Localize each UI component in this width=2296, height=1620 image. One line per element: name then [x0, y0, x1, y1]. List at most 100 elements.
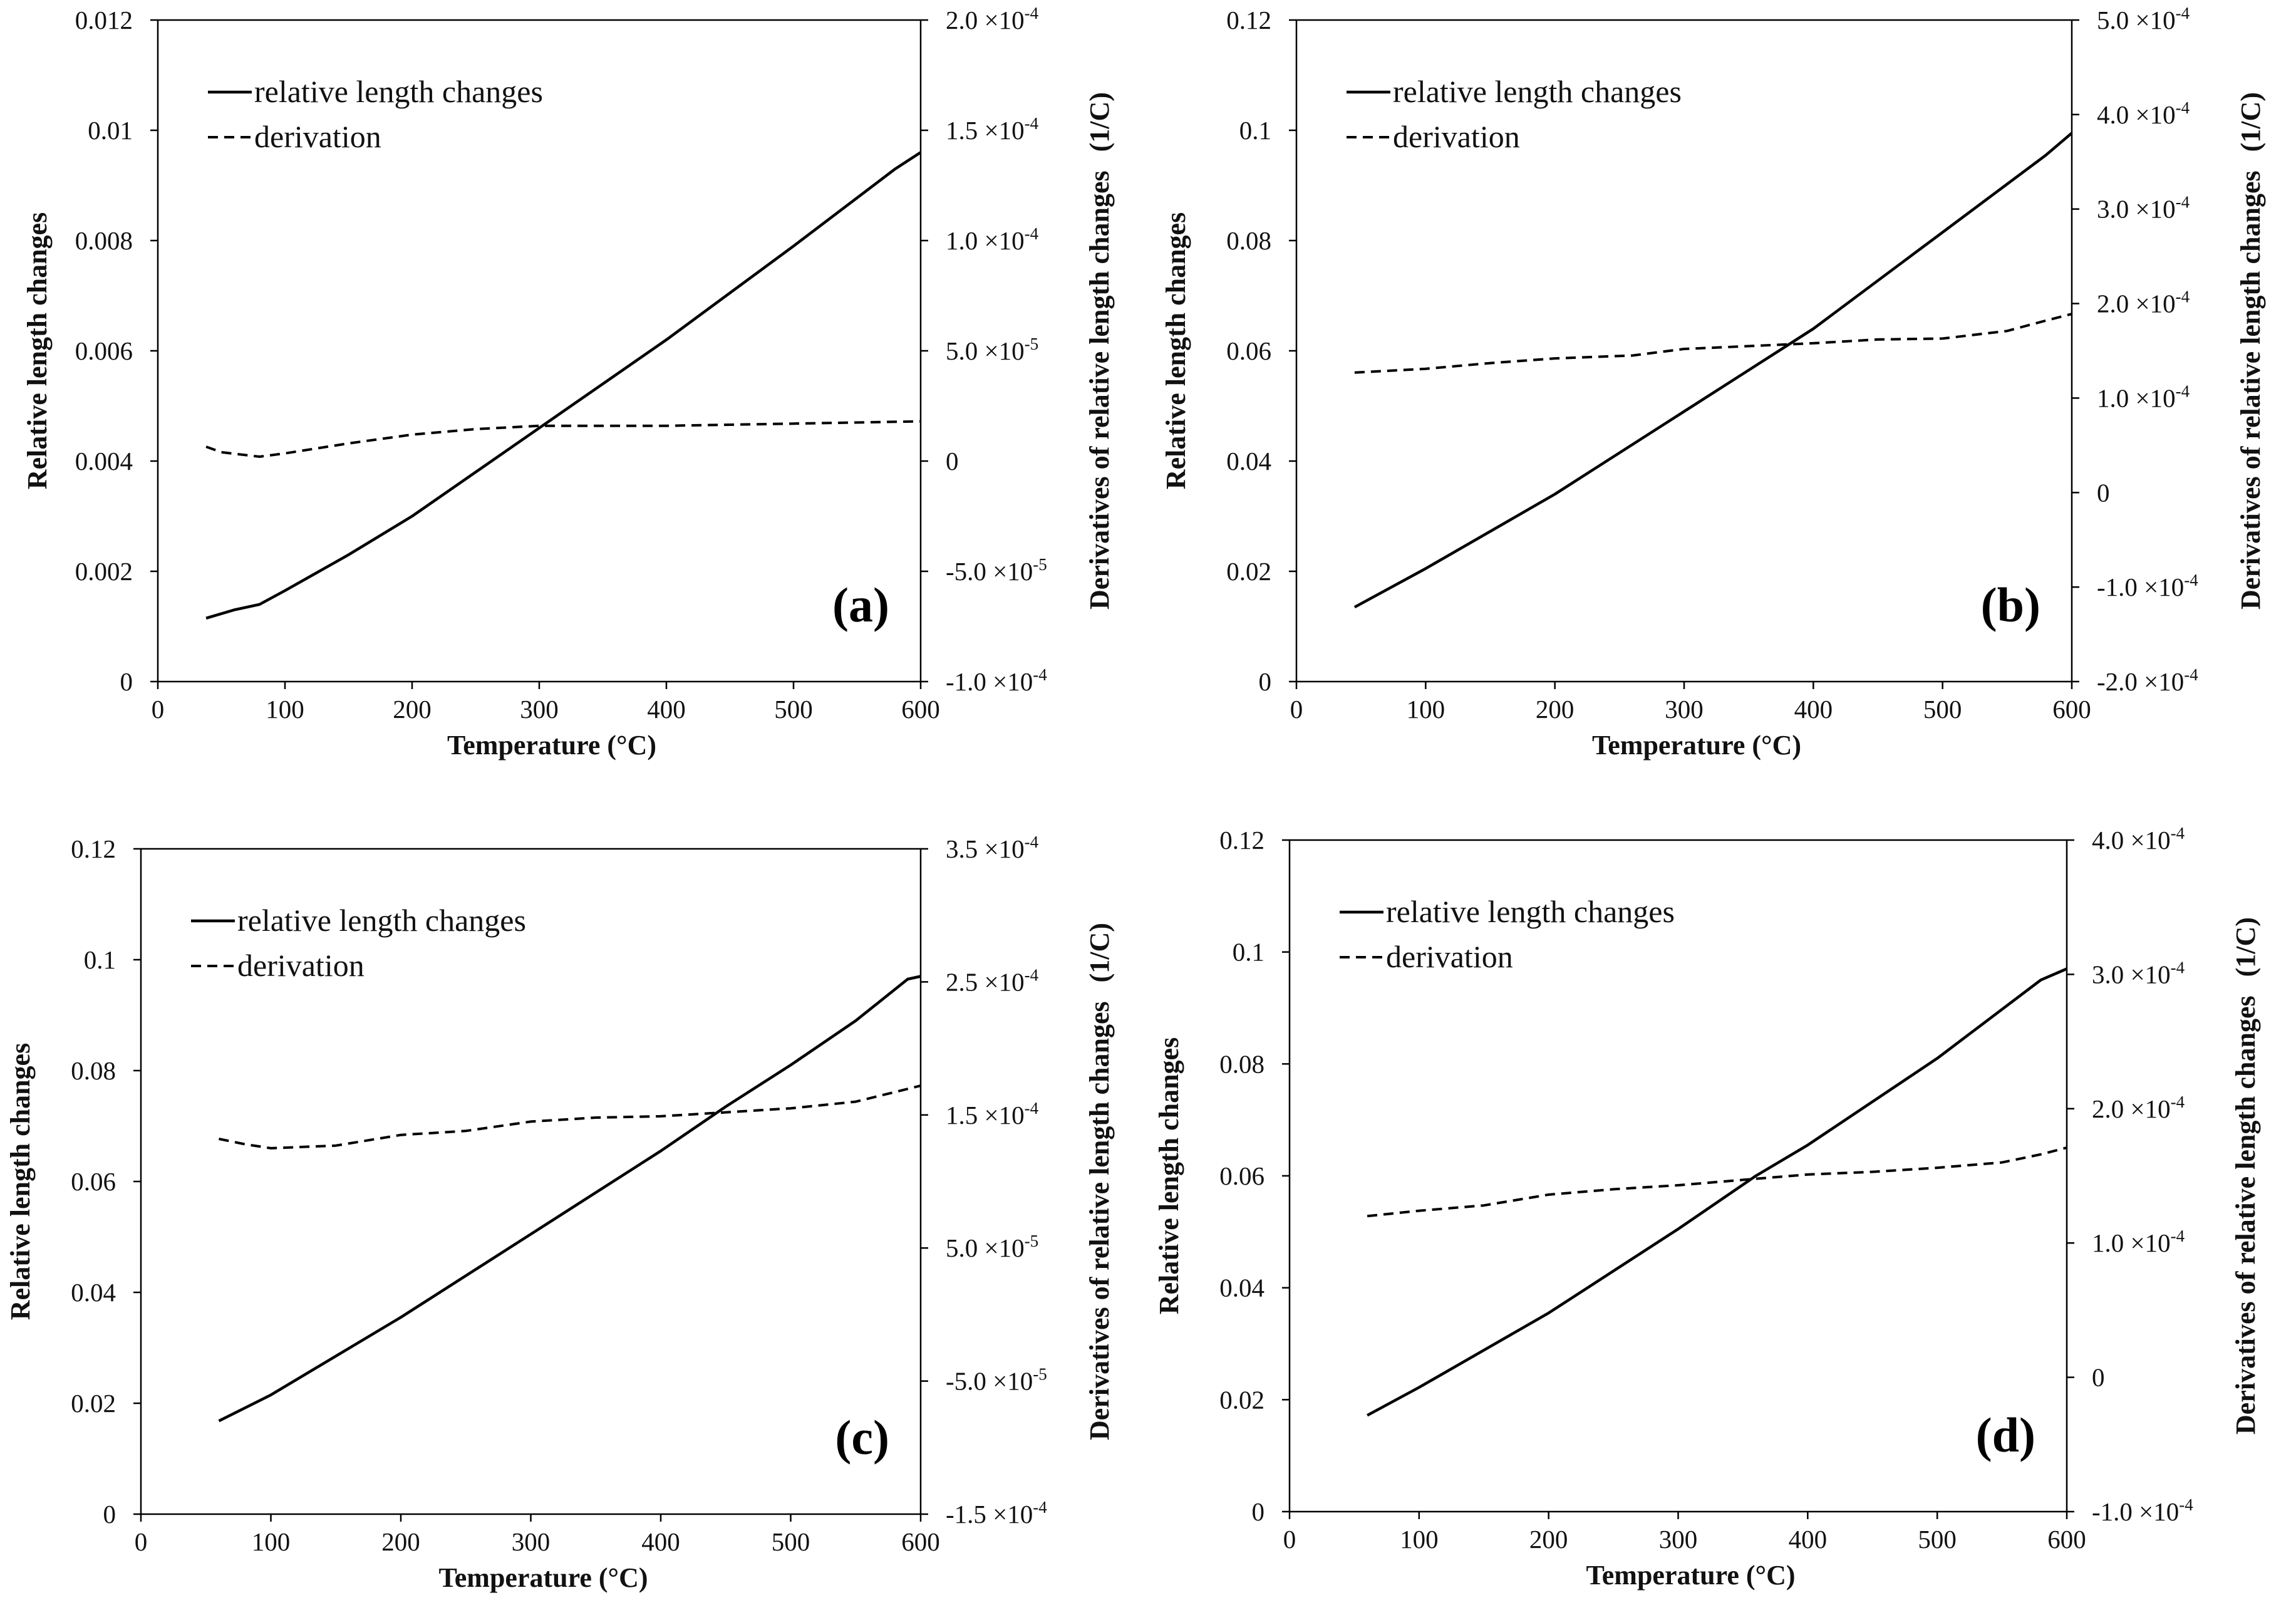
y-tick-label: 0.12	[1219, 826, 1264, 854]
x-tick-label: 100	[1400, 1525, 1439, 1554]
exponent: -5	[1033, 1365, 1047, 1384]
legend-label-relative-length-changes: relative length changes	[1386, 894, 1675, 929]
panel-a: 0 100 200 300 400 500 600 0 0.002 0.004 0.006 0.008…	[0, 0, 1148, 810]
y-tick-label: 0.1	[84, 945, 116, 974]
y-tick-label: 0.08	[1219, 1049, 1264, 1078]
chart-svg: 0 100 200 300 400 500 600 0 0.02 0.04 0.06 0.08 0.1 0…	[1161, 4, 2266, 761]
exponent: -4	[2184, 571, 2198, 589]
exponent: -4	[2176, 288, 2190, 306]
series-line-relative-length-changes	[1367, 967, 2067, 1417]
y-tick-label: 0.12	[1226, 6, 1271, 34]
y-axis-title: Relative length changes	[5, 1043, 36, 1320]
y-tick-label: 0.02	[71, 1389, 116, 1418]
x-axis-title: Temperature (°C)	[447, 730, 656, 761]
exponent: -4	[1025, 4, 1039, 23]
x-tick-label: 500	[1923, 695, 1962, 724]
y-tick-label: 0.008	[75, 226, 133, 255]
y-tick-label: 0.06	[71, 1167, 116, 1196]
y2-tick-label: -2.0 ×10-4	[2097, 665, 2198, 696]
x-tick-label: 300	[1665, 695, 1704, 724]
series-line-derivation	[1354, 313, 2072, 374]
y2-tick-label: 2.0 ×10-4	[946, 4, 1039, 34]
exponent: -4	[2176, 4, 2190, 23]
y2-tick-label: 1.0 ×10-4	[2097, 382, 2190, 412]
exponent: -4	[1025, 965, 1039, 984]
y2-tick-label: 0	[2092, 1363, 2105, 1392]
panel-d: 0 100 200 300 400 500 600 0 0.02 0.04 0.06 0.08 0.1 0…	[1148, 810, 2296, 1620]
legend-label-derivation: derivation	[254, 119, 381, 154]
times-ten: ×10	[2138, 667, 2184, 696]
y2-tick-label: 4.0 ×10-4	[2097, 98, 2190, 129]
y2-tick-label: -5.0 ×10-5	[946, 555, 1047, 586]
legend-label-relative-length-changes: relative length changes	[254, 74, 543, 109]
x-tick-label: 100	[1407, 695, 1445, 724]
exponent: -4	[1033, 665, 1047, 684]
x-tick-label: 500	[774, 695, 813, 724]
times-ten: ×10	[2129, 195, 2175, 224]
y-tick-label: 0.004	[75, 447, 133, 475]
y2-tick-label: 0	[946, 447, 959, 475]
y2-axis-unit: (1/C)	[1084, 923, 1115, 982]
y2-tick-label: 2.5 ×10-4	[946, 965, 1039, 996]
times-ten: ×10	[2129, 383, 2175, 412]
x-tick-label: 600	[2052, 695, 2091, 724]
times-ten: ×10	[986, 1500, 1033, 1529]
y2-tick-label: 3.5 ×10-4	[946, 833, 1039, 863]
y2-tick-label: -5.0 ×10-5	[946, 1365, 1047, 1396]
y-tick-label: 0.12	[71, 834, 116, 863]
y2-axis-title: Derivatives of relative length changes (1…	[1084, 92, 1115, 610]
y-tick-label: 0.02	[1226, 557, 1271, 586]
y2-tick-label: -1.0 ×10-4	[946, 665, 1047, 696]
legend-label-derivation: derivation	[237, 948, 365, 983]
times-ten: ×10	[978, 1101, 1024, 1129]
y2-tick-label: 4.0 ×10-4	[2092, 824, 2185, 854]
times-ten: ×10	[2129, 289, 2175, 318]
chart-svg: 0 100 200 300 400 500 600 0 0.02 0.04 0.06 0.08 0.1 0…	[1154, 824, 2261, 1591]
x-tick-label: 400	[1789, 1525, 1828, 1554]
series-line-relative-length-changes	[1353, 132, 2073, 609]
y-tick-label: 0.1	[1233, 938, 1264, 967]
y2-tick-label: 1.0 ×10-4	[946, 224, 1039, 255]
exponent: -4	[1025, 1099, 1039, 1118]
exponent: -5	[1025, 1232, 1039, 1250]
times-ten: ×10	[986, 557, 1033, 586]
exponent: -4	[2171, 824, 2185, 843]
panel-c: 0 100 200 300 400 500 600 0 0.02 0.04 0.06 0.08 0.1 0…	[0, 810, 1148, 1620]
times-ten: ×10	[2124, 826, 2170, 854]
exponent: -4	[2176, 98, 2190, 117]
times-ten: ×10	[978, 226, 1024, 255]
exponent: -4	[2176, 382, 2190, 400]
x-tick-label: 0	[1283, 1525, 1296, 1554]
x-axis-title: Temperature (°C)	[1592, 730, 1801, 761]
legend-label-derivation: derivation	[1393, 119, 1520, 154]
times-ten: ×10	[978, 116, 1024, 145]
x-tick-label: 400	[647, 695, 686, 724]
y2-tick-label: 1.0 ×10-4	[2092, 1227, 2185, 1257]
y2-tick-label: 5.0 ×10-5	[946, 335, 1038, 365]
times-ten: ×10	[978, 967, 1024, 996]
x-axis-title: Temperature (°C)	[1586, 1560, 1795, 1591]
times-ten: ×10	[978, 1233, 1024, 1262]
exponent: -4	[2184, 665, 2198, 684]
exponent: -4	[2171, 958, 2185, 977]
y-tick-label: 0	[120, 667, 133, 696]
panel-label: (d)	[1976, 1408, 2035, 1462]
x-tick-label: 200	[1536, 695, 1575, 724]
exponent: -4	[2171, 1093, 2185, 1111]
y2-axis-unit: (1/C)	[2230, 917, 2261, 977]
x-tick-label: 100	[266, 695, 304, 724]
exponent: -4	[1025, 114, 1039, 133]
y-tick-label: 0	[1252, 1497, 1265, 1526]
y2-tick-label: 2.0 ×10-4	[2092, 1093, 2185, 1123]
y2-tick-label: -1.0 ×10-4	[2092, 1495, 2193, 1526]
y-tick-label: 0.006	[75, 336, 133, 365]
y-tick-label: 0.1	[1239, 116, 1271, 145]
y-axis-title: Relative length changes	[1154, 1037, 1184, 1314]
x-tick-label: 200	[381, 1527, 420, 1556]
y-tick-label: 0.04	[1219, 1274, 1264, 1302]
panel-label: (c)	[835, 1410, 889, 1465]
y2-tick-label: 5.0 ×10-4	[2097, 4, 2190, 34]
y2-axis-title-text: Derivatives of relative length changes	[2235, 170, 2266, 610]
y2-axis-title-text: Derivatives of relative length changes	[1084, 170, 1115, 610]
x-tick-label: 300	[1659, 1525, 1698, 1554]
